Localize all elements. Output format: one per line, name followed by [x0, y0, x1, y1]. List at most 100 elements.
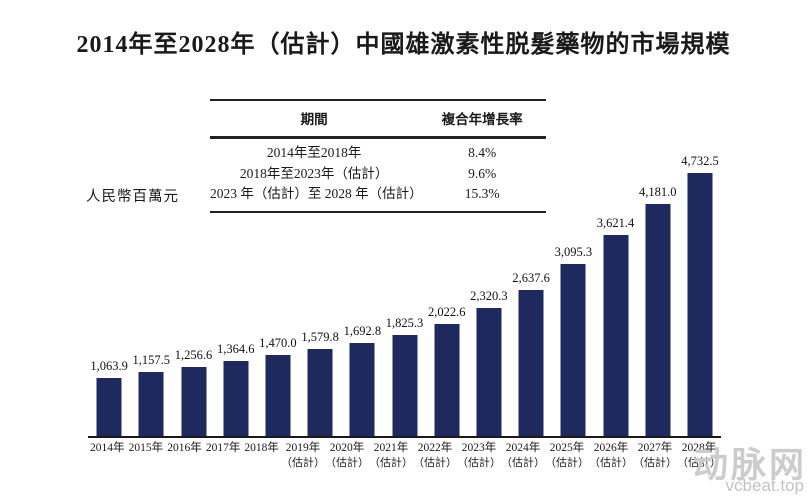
bar-slot-2021年: 1,825.3: [383, 173, 425, 437]
bar-2016年: [181, 366, 206, 437]
bar-slot-2024年: 2,637.6: [510, 173, 552, 437]
x-axis-label-2021年: 2021年 （估計）: [369, 441, 413, 471]
bar-slot-2026年: 3,621.4: [594, 173, 636, 437]
bar-value-label: 2,022.6: [427, 305, 466, 320]
bar-slot-2017年: 1,364.6: [215, 173, 257, 437]
x-axis-year: 2024年: [505, 442, 541, 454]
bar-slot-2018年: 1,470.0: [257, 173, 299, 437]
table-row: 2023 年（估計）至 2028 年（估計） 15.3%: [210, 184, 546, 205]
x-axis-label-2014年: 2014年: [88, 441, 127, 471]
x-axis-year: 2017年: [205, 442, 241, 454]
cagr-row-rate: 8.4%: [468, 145, 497, 160]
x-axis-estimate-note: （估計）: [412, 457, 457, 469]
bar-slot-2028年: 4,732.5: [679, 154, 721, 437]
x-axis-estimate-note: （估計）: [500, 457, 545, 469]
bar-2023年: [476, 307, 502, 437]
x-axis-estimate-note: （估計）: [368, 457, 413, 469]
bar-slot-2025年: 3,095.3: [552, 173, 594, 437]
bar-2014年: [96, 377, 122, 437]
x-axis-label-2016年: 2016年: [165, 441, 204, 471]
x-axis-year: 2014年: [90, 442, 125, 454]
bar-2017年: [223, 360, 249, 437]
x-axis-year: 2028年: [681, 442, 717, 454]
cagr-table-header: 期間 複合年增長率: [210, 101, 546, 139]
bar-2026年: [603, 234, 629, 437]
cagr-row-period: 2023 年（估計）至 2028 年（估計）: [210, 186, 423, 201]
cagr-table-body: 2014年至2018年 8.4% 2018年至2023年（估計） 9.6% 20…: [210, 139, 546, 211]
bar-value-label: 3,095.3: [554, 245, 593, 260]
bar-value-label: 3,621.4: [596, 215, 635, 230]
y-axis-unit-label: 人民幣百萬元: [86, 189, 179, 205]
bar-slot-2015年: 1,157.5: [130, 173, 172, 437]
bar-value-label: 1,579.8: [301, 329, 339, 344]
bars-row: 1,063.9 1,157.5 1,256.6 1,364.6 1,470.0 1,579…: [88, 154, 721, 437]
x-axis-year: 2018年: [244, 442, 279, 454]
cagr-row-period: 2014年至2018年: [266, 145, 362, 160]
bar-value-label: 4,732.5: [681, 154, 719, 168]
watermark-site: vcbeat.top: [725, 476, 804, 495]
bar-slot-2023年: 2,320.3: [468, 173, 510, 437]
bar-slot-2027年: 4,181.0: [637, 173, 679, 437]
x-axis-label-2019年: 2019年 （估計）: [281, 441, 325, 471]
x-axis-estimate-note: （估計）: [676, 457, 721, 469]
bar-slot-2022年: 2,022.6: [426, 173, 468, 437]
x-axis-line: [88, 436, 721, 438]
x-axis-label-2025年: 2025年 （估計）: [545, 441, 589, 471]
bar-2015年: [138, 372, 164, 437]
x-axis-year: 2023年: [461, 442, 497, 454]
x-axis-year: 2026年: [593, 442, 629, 454]
x-axis-labels: 2014年 2015年 2016年 2017年 2018年 2019年 （估計） 2020年（…: [88, 441, 721, 471]
x-axis-year: 2019年: [285, 442, 321, 454]
cagr-header-rate: 複合年增長率: [441, 112, 523, 127]
x-axis-estimate-note: （估計）: [632, 457, 677, 469]
bar-2025年: [560, 264, 586, 437]
bar-2020年: [349, 342, 375, 437]
bar-value-label: 1,157.5: [132, 353, 171, 368]
x-axis-estimate-note: （估計）: [456, 457, 501, 469]
bar-2018年: [265, 355, 291, 437]
x-axis-estimate-note: （估計）: [280, 457, 325, 469]
bar-slot-2014年: 1,063.9: [88, 173, 130, 437]
table-row: 2014年至2018年 8.4%: [210, 143, 546, 164]
x-axis-year: 2015年: [128, 442, 164, 454]
x-axis-year: 2016年: [167, 442, 202, 454]
bar-value-label: 1,256.6: [174, 347, 213, 362]
x-axis-label-2027年: 2027年 （估計）: [633, 441, 677, 471]
table-row: 2018年至2023年（估計） 9.6%: [210, 164, 546, 185]
x-axis-year: 2020年: [329, 442, 365, 454]
x-axis-estimate-note: （估計）: [588, 457, 633, 469]
bar-slot-2019年: 1,579.8: [299, 173, 341, 437]
bar-2022年: [434, 324, 460, 437]
x-axis-label-2017年: 2017年: [204, 441, 243, 471]
x-axis-year: 2027年: [637, 442, 673, 454]
cagr-table: 期間 複合年增長率 2014年至2018年 8.4% 2018年至2023年（估…: [210, 99, 546, 213]
chart-title: 2014年至2028年（估計）中國雄激素性脱髮藥物的市場規模: [76, 32, 731, 58]
bar-2027年: [645, 203, 671, 437]
cagr-row-period: 2018年至2023年（估計）: [239, 165, 389, 181]
x-axis-year: 2022年: [417, 442, 453, 454]
bar-2021年: [392, 335, 418, 437]
bar-value-label: 4,181.0: [638, 184, 677, 199]
x-axis-label-2015年: 2015年: [127, 441, 166, 471]
x-axis-label-2020年: 2020年 （估計）: [325, 441, 369, 471]
cagr-row-rate: 15.3%: [464, 186, 500, 201]
x-axis-label-2023年: 2023年 （估計）: [457, 441, 501, 471]
x-axis-year: 2025年: [549, 442, 585, 454]
bar-value-label: 1,692.8: [343, 323, 382, 338]
x-axis-estimate-note: （估計）: [324, 457, 369, 469]
x-axis-label-2026年: 2026年 （估計）: [589, 441, 633, 471]
x-axis-label-2022年: 2022年 （估計）: [413, 441, 457, 471]
bar-value-label: 1,364.6: [216, 341, 255, 356]
x-axis-label-2024年: 2024年 （估計）: [501, 441, 545, 471]
x-axis-label-2028年: 2028年 （估計）: [677, 441, 721, 471]
bar-slot-2020年: 1,692.8: [341, 173, 383, 437]
cagr-header-period: 期間: [300, 112, 328, 127]
cagr-row-rate: 9.6%: [468, 165, 497, 181]
x-axis-label-2018年: 2018年: [242, 441, 281, 471]
bar-value-label: 2,320.3: [470, 288, 508, 303]
x-axis-year: 2021年: [373, 442, 409, 454]
bar-2019年: [307, 348, 333, 437]
bar-slot-2016年: 1,256.6: [172, 173, 214, 437]
bar-value-label: 1,063.9: [90, 358, 128, 373]
